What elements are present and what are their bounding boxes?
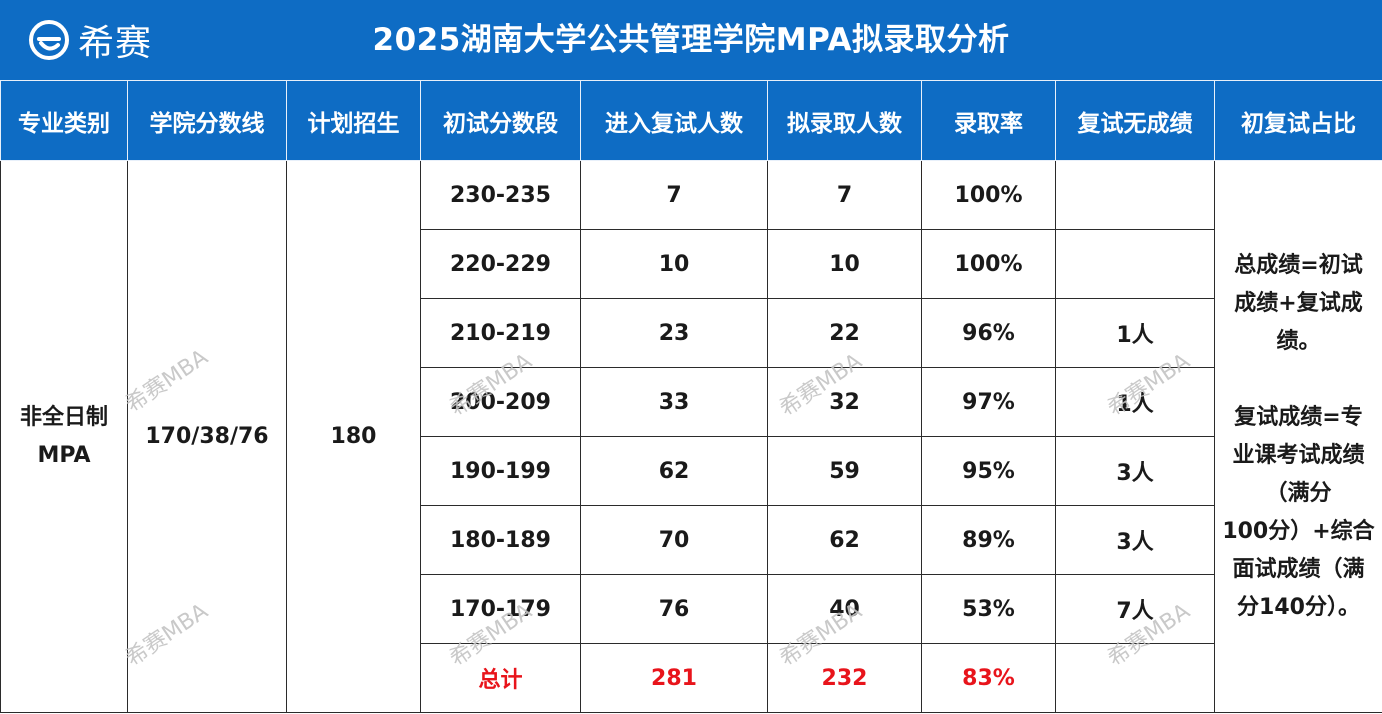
admitted-cell: 62	[767, 505, 922, 575]
col-header-major: 专业类别	[0, 80, 128, 161]
table-row: 170-179 76 40 53% 7人	[1, 574, 1382, 644]
col-header-ratio: 初复试占比	[1214, 80, 1382, 161]
rate-cell: 53%	[921, 574, 1056, 644]
no-score-cell	[1055, 229, 1215, 299]
no-score-cell: 1人	[1055, 298, 1215, 368]
col-header-entered: 进入复试人数	[580, 80, 768, 161]
entered-cell: 70	[580, 505, 768, 575]
plan-cell: 180	[286, 160, 421, 713]
rate-cell: 100%	[921, 160, 1056, 230]
table-row: 220-229 10 10 100%	[1, 229, 1382, 299]
no-score-cell: 3人	[1055, 436, 1215, 506]
entered-cell: 10	[580, 229, 768, 299]
table-row: 非全日制 MPA 170/38/76 180 230-235 7 7 100% …	[0, 160, 1382, 713]
rate-cell: 100%	[921, 229, 1056, 299]
no-score-cell	[1055, 160, 1215, 230]
major-line: 非全日制	[19, 404, 108, 430]
total-entered-cell: 281	[580, 643, 768, 713]
entered-cell: 7	[580, 160, 768, 230]
admitted-cell: 22	[767, 298, 922, 368]
note-line: 复试成绩=专	[1234, 404, 1363, 430]
total-row: 总计 281 232 83%	[1, 643, 1382, 713]
title-bar: 希赛 2025湖南大学公共管理学院MPA拟录取分析	[0, 0, 1382, 80]
no-score-cell: 1人	[1055, 367, 1215, 437]
page-title: 2025湖南大学公共管理学院MPA拟录取分析	[372, 22, 1010, 58]
admitted-cell: 59	[767, 436, 922, 506]
total-no-score-cell	[1055, 643, 1215, 713]
rate-cell: 97%	[921, 367, 1056, 437]
no-score-cell: 3人	[1055, 505, 1215, 575]
note-line: 总成绩=初试	[1234, 252, 1363, 278]
range-cell: 190-199	[420, 436, 581, 506]
entered-cell: 76	[580, 574, 768, 644]
rate-cell: 89%	[921, 505, 1056, 575]
admitted-cell: 32	[767, 367, 922, 437]
brand-logo: 希赛	[28, 14, 152, 66]
note-line	[1215, 361, 1382, 399]
table-row: 190-199 62 59 95% 3人	[1, 436, 1382, 506]
admitted-cell: 10	[767, 229, 922, 299]
note-line: 业课考试成绩	[1232, 442, 1365, 468]
admitted-cell: 40	[767, 574, 922, 644]
note-line: 100分）+综合	[1222, 518, 1375, 544]
no-score-cell: 7人	[1055, 574, 1215, 644]
table-row: 180-189 70 62 89% 3人	[1, 505, 1382, 575]
range-cell: 170-179	[420, 574, 581, 644]
major-line: MPA	[37, 442, 91, 468]
table-row: 210-219 23 22 96% 1人	[1, 298, 1382, 368]
range-cell: 220-229	[420, 229, 581, 299]
total-rate-cell: 83%	[921, 643, 1056, 713]
header-row: 专业类别 学院分数线 计划招生 初试分数段 进入复试人数 拟录取人数 录取率 复…	[0, 80, 1382, 161]
range-cell: 230-235	[420, 160, 581, 230]
note-line: 成绩+复试成	[1234, 290, 1363, 316]
range-cell: 180-189	[420, 505, 581, 575]
brand-logo-text: 希赛	[78, 23, 153, 64]
entered-cell: 62	[580, 436, 768, 506]
total-label-cell: 总计	[420, 643, 581, 713]
note-line: （满分	[1265, 480, 1332, 506]
admitted-cell: 7	[767, 160, 922, 230]
col-header-admitted: 拟录取人数	[767, 80, 922, 161]
cutoff-cell: 170/38/76	[127, 160, 287, 713]
brand-logo-icon	[29, 20, 69, 60]
major-cell: 非全日制 MPA	[0, 160, 128, 713]
range-cell: 200-209	[420, 367, 581, 437]
rate-cell: 95%	[921, 436, 1056, 506]
note-line: 分140分）。	[1237, 594, 1360, 620]
col-header-plan: 计划招生	[286, 80, 421, 161]
col-header-cutoff: 学院分数线	[127, 80, 287, 161]
note-line: 绩。	[1276, 328, 1321, 354]
col-header-rate: 录取率	[921, 80, 1056, 161]
rate-cell: 96%	[921, 298, 1056, 368]
col-header-no-score: 复试无成绩	[1055, 80, 1215, 161]
entered-cell: 23	[580, 298, 768, 368]
total-admitted-cell: 232	[767, 643, 922, 713]
entered-cell: 33	[580, 367, 768, 437]
admission-table: 专业类别 学院分数线 计划招生 初试分数段 进入复试人数 拟录取人数 录取率 复…	[0, 80, 1382, 713]
ratio-note-cell: 总成绩=初试 成绩+复试成 绩。 复试成绩=专 业课考试成绩 （满分 100分）…	[1214, 160, 1382, 713]
note-line: 面试成绩（满	[1232, 556, 1365, 582]
range-cell: 210-219	[420, 298, 581, 368]
col-header-score-range: 初试分数段	[420, 80, 581, 161]
table-row: 200-209 33 32 97% 1人	[1, 367, 1382, 437]
